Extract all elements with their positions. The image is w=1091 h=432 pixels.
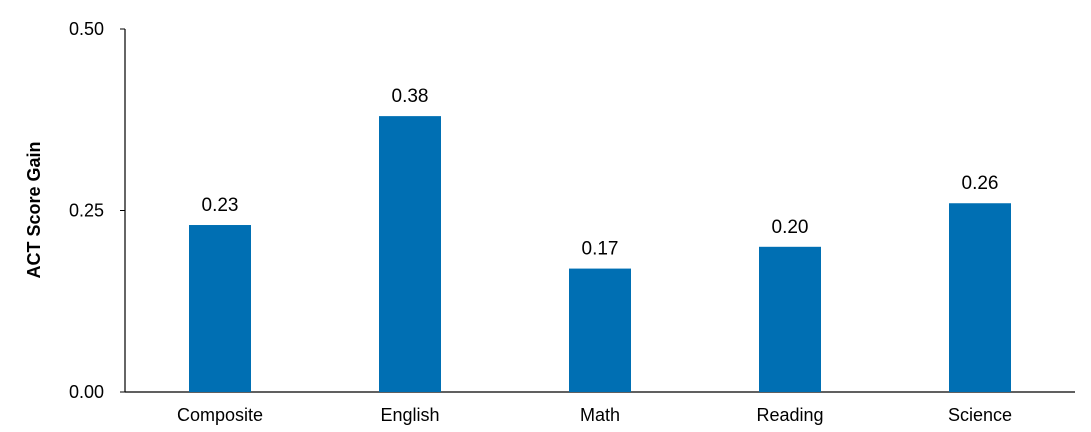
x-tick-label-composite: Composite [177,405,263,425]
y-axis-title: ACT Score Gain [24,141,44,278]
bar-math [569,268,631,392]
x-tick-labels: Composite English Math Reading Science [177,405,1012,425]
bar-reading [759,246,821,392]
y-tick-label: 0.25 [69,201,104,221]
x-axis: Composite English Math Reading Science [125,391,1075,425]
x-tick-label-reading: Reading [756,405,823,425]
bars [189,116,1011,393]
x-tick-label-math: Math [580,405,620,425]
data-label-english: 0.38 [392,86,429,107]
data-label-composite: 0.23 [202,195,239,216]
data-label-science: 0.26 [962,173,999,194]
y-tick-label: 0.50 [69,19,104,39]
x-tick-label-english: English [380,405,439,425]
bar-english [379,116,441,393]
y-tick-label: 0.00 [69,382,104,402]
data-label-reading: 0.20 [772,217,809,238]
bar-composite [189,225,251,392]
x-tick-label-science: Science [948,405,1012,425]
y-ticks: 0.00 0.25 0.50 [69,19,125,402]
y-axis: 0.00 0.25 0.50 ACT Score Gain [24,19,126,402]
bar-science [949,203,1011,392]
data-label-math: 0.17 [582,239,619,260]
value-labels: 0.23 0.38 0.17 0.20 0.26 [202,86,999,259]
